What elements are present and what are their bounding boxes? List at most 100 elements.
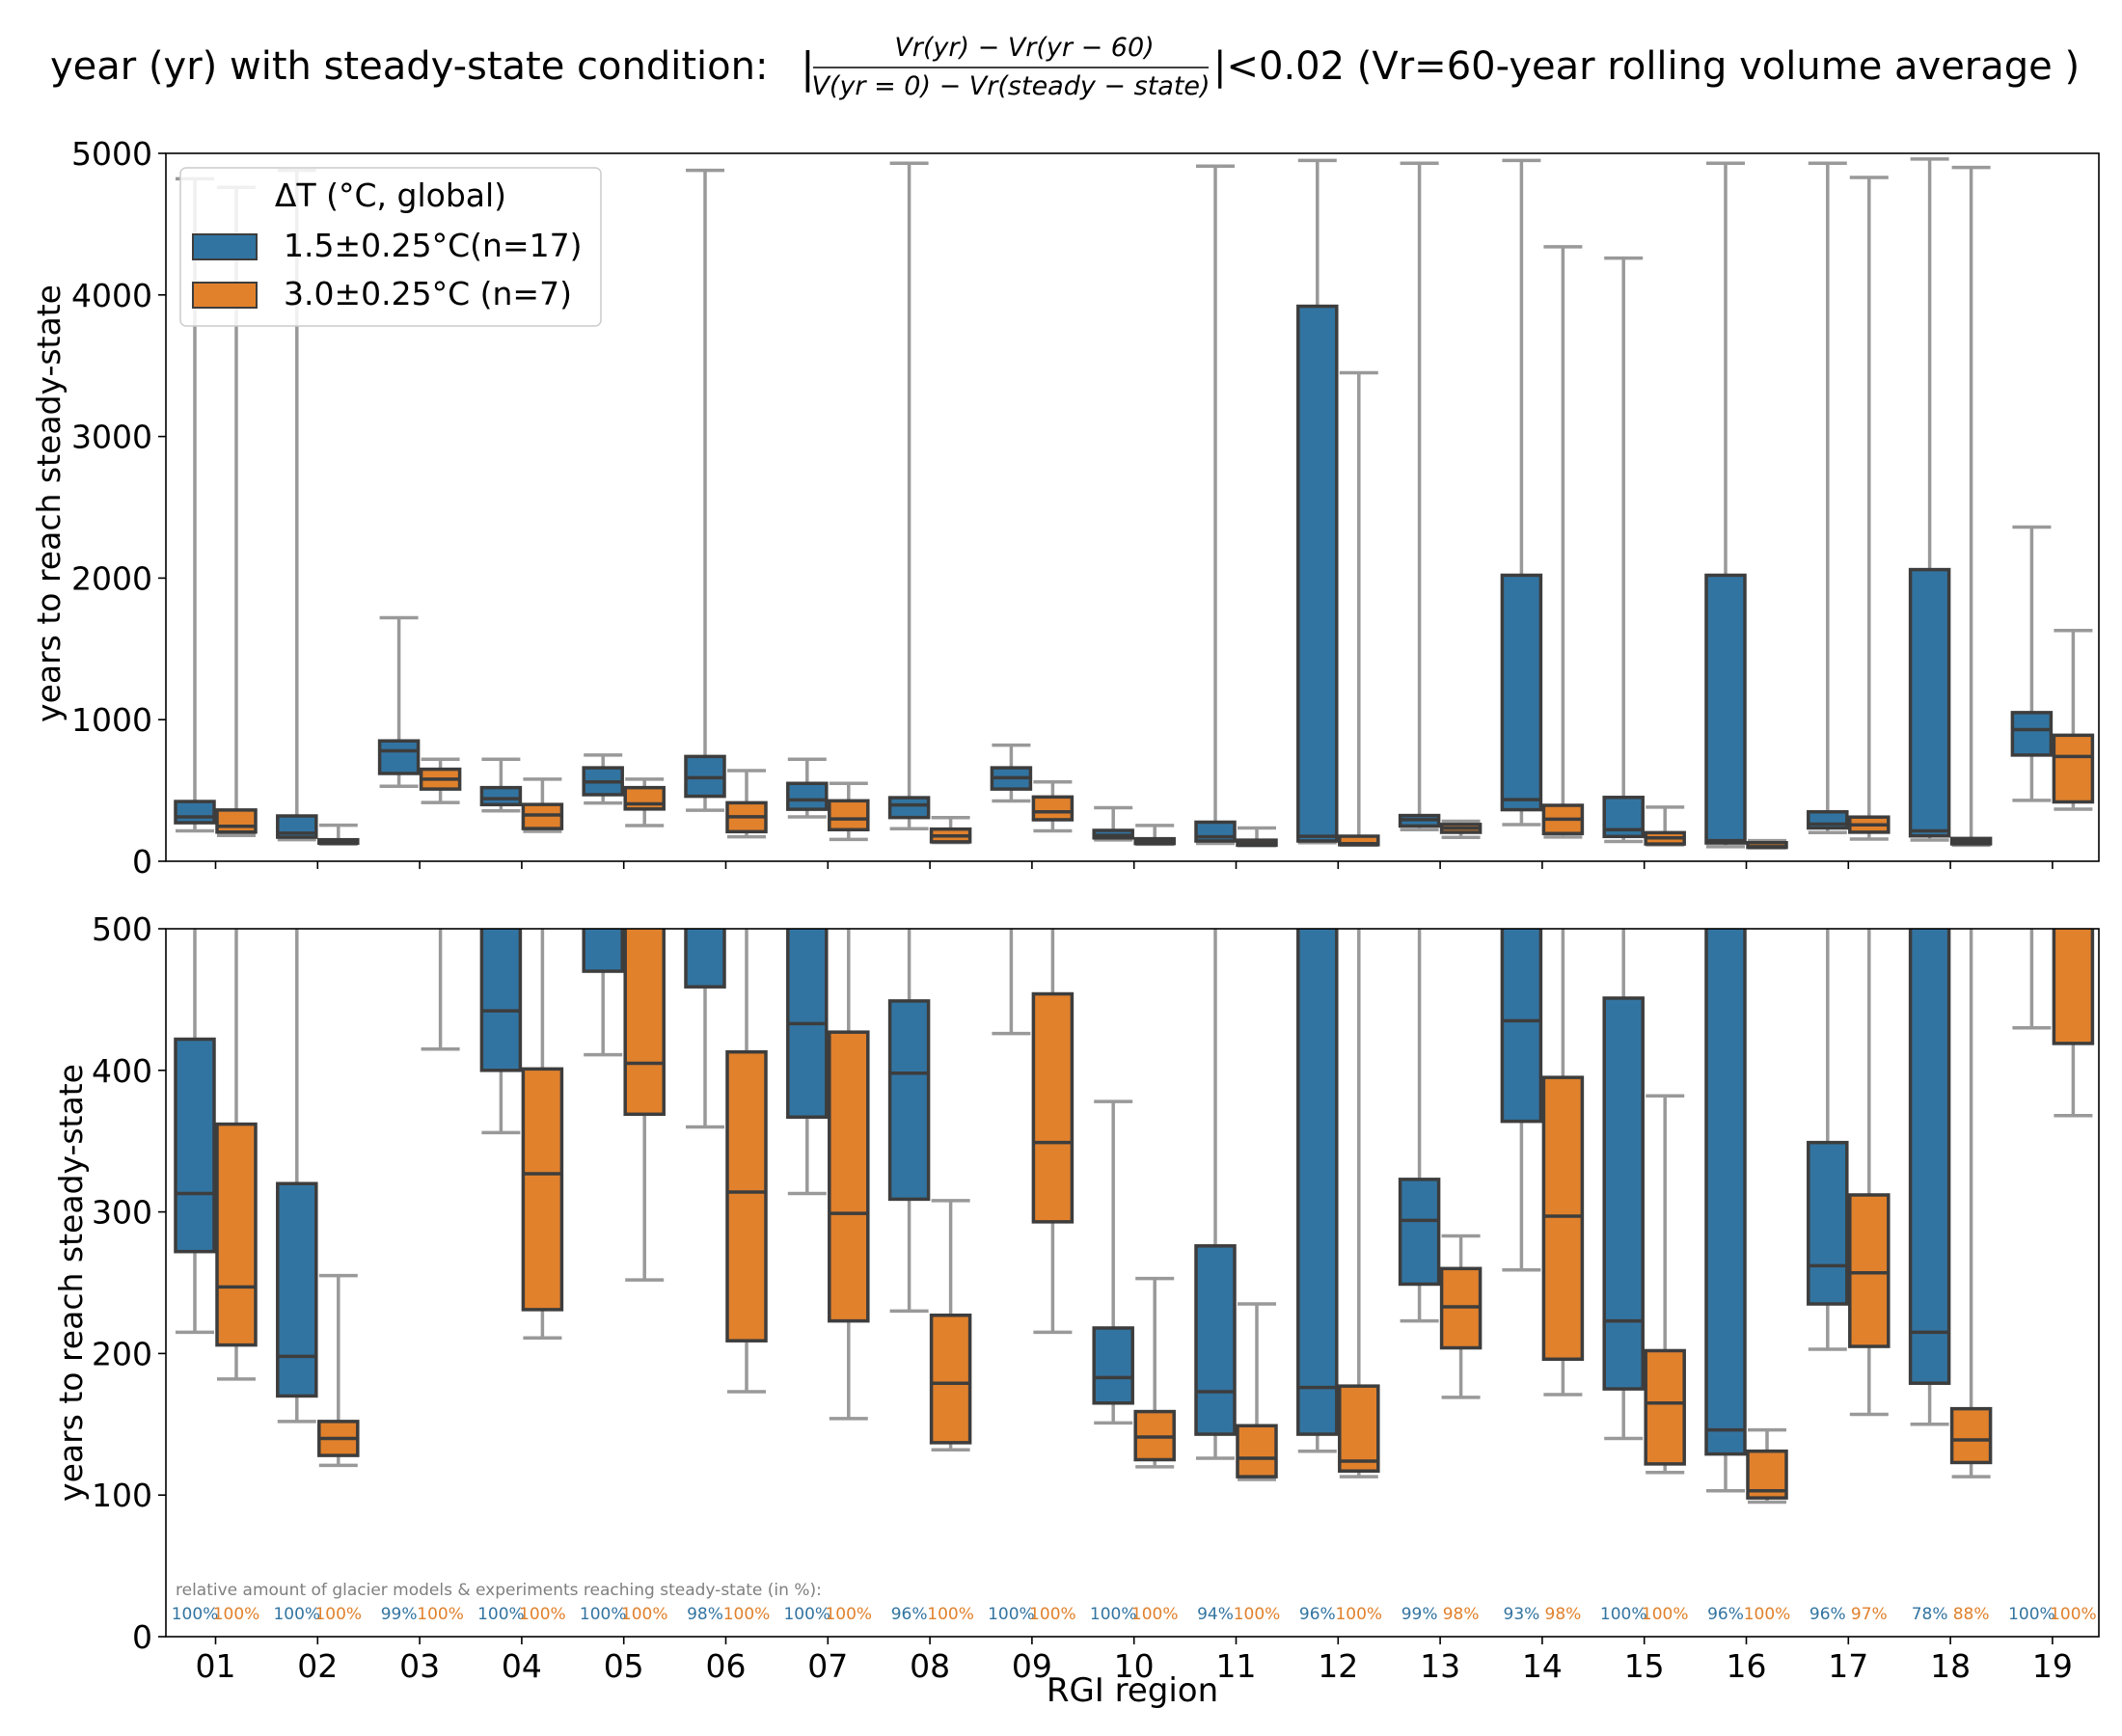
box-iqr xyxy=(582,929,624,973)
box-iqr xyxy=(1092,1326,1134,1405)
box-3.0-region-16 xyxy=(1746,1427,1788,1505)
box-3.0-region-14 xyxy=(1541,245,1585,839)
box-iqr xyxy=(1031,795,1075,822)
box-1.5-region-17 xyxy=(1807,929,1849,1351)
box-1.5-region-02 xyxy=(276,929,318,1424)
box-1.5-region-05 xyxy=(582,929,624,1057)
title-suffix: |<0.02 (Vr=60-year rolling volume averag… xyxy=(1213,44,2080,89)
box-1.5-region-12 xyxy=(1296,929,1339,1453)
percent-label: 100% xyxy=(723,1605,771,1624)
box-1.5-region-13 xyxy=(1398,929,1441,1323)
box-iqr xyxy=(2052,733,2095,804)
box-iqr xyxy=(479,785,523,807)
box-iqr xyxy=(1296,304,1339,843)
box-3.0-region-04 xyxy=(521,929,564,1341)
box-iqr xyxy=(1848,1193,1891,1348)
box-iqr xyxy=(725,1049,768,1343)
box-3.0-region-16 xyxy=(1746,838,1788,850)
box-1.5-region-10 xyxy=(1092,1099,1134,1425)
box-iqr xyxy=(1031,991,1075,1224)
x-tick-label: 06 xyxy=(706,1647,747,1685)
box-3.0-region-01 xyxy=(215,929,258,1381)
box-3.0-region-08 xyxy=(929,816,972,845)
box-1.5-region-13 xyxy=(1398,161,1441,832)
y-tick-label: 500 xyxy=(92,910,152,948)
box-iqr xyxy=(1500,929,1543,1124)
box-3.0-region-14 xyxy=(1541,929,1585,1397)
percent-label: 100% xyxy=(417,1605,464,1624)
box-3.0-region-11 xyxy=(1236,1302,1278,1481)
x-tick-label: 05 xyxy=(604,1647,644,1685)
percent-label: 100% xyxy=(927,1605,974,1624)
x-tick-label: 11 xyxy=(1216,1647,1257,1685)
box-3.0-region-08 xyxy=(929,1199,972,1451)
box-1.5-region-03 xyxy=(377,615,421,788)
box-1.5-region-14 xyxy=(1500,929,1543,1272)
box-1.5-region-11 xyxy=(1194,929,1237,1460)
box-iqr xyxy=(623,929,666,1117)
box-1.5-region-08 xyxy=(887,161,931,830)
legend-swatch-a xyxy=(192,233,258,260)
box-1.5-region-07 xyxy=(786,757,829,819)
box-iqr xyxy=(1541,1075,1585,1362)
percent-label: 100% xyxy=(477,1605,525,1624)
x-tick-label: 18 xyxy=(1930,1647,1971,1685)
title-abs-open: | xyxy=(801,43,815,93)
y-tick-label: 2000 xyxy=(71,559,152,597)
y-axis-label-bottom: years to reach steady-state xyxy=(52,1064,90,1502)
box-1.5-region-16 xyxy=(1704,929,1747,1493)
percent-label: 96% xyxy=(891,1605,928,1624)
box-iqr xyxy=(828,799,870,832)
percent-label: 100% xyxy=(2008,1605,2055,1624)
percent-label: 100% xyxy=(783,1605,830,1624)
box-iqr xyxy=(1338,1384,1380,1473)
box-iqr xyxy=(684,929,726,989)
percent-label: 99% xyxy=(1401,1605,1438,1624)
figure-title: year (yr) with steady-state condition: |… xyxy=(50,33,2080,101)
box-iqr xyxy=(887,999,931,1202)
y-tick-label: 0 xyxy=(132,1618,152,1656)
bottom-plot-area xyxy=(174,929,2095,1505)
percent-label: 100% xyxy=(1744,1605,1791,1624)
percent-label: 100% xyxy=(621,1605,668,1624)
box-1.5-region-14 xyxy=(1500,158,1543,827)
box-1.5-region-01 xyxy=(174,929,216,1335)
box-3.0-region-17 xyxy=(1848,176,1891,841)
bottom-axes-frame xyxy=(165,928,2100,1638)
box-iqr xyxy=(1908,567,1951,838)
percent-label: 78% xyxy=(1912,1605,1948,1624)
y-tick-label: 400 xyxy=(92,1052,152,1090)
percent-label: 100% xyxy=(2050,1605,2097,1624)
legend-swatch-b xyxy=(192,282,258,309)
box-3.0-region-15 xyxy=(1644,1094,1686,1475)
legend-title: ΔT (°C, global) xyxy=(275,176,506,214)
legend: ΔT (°C, global) 1.5±0.25°C(n=17) 3.0±0.2… xyxy=(179,167,602,327)
percent-label: 100% xyxy=(825,1605,872,1624)
x-tick-label: 01 xyxy=(196,1647,236,1685)
box-1.5-region-16 xyxy=(1704,161,1747,849)
box-iqr xyxy=(2010,711,2054,757)
box-3.0-region-05 xyxy=(623,929,666,1282)
y-tick-label: 300 xyxy=(92,1194,152,1232)
y-tick-label: 0 xyxy=(132,843,152,881)
box-iqr xyxy=(1296,929,1339,1436)
box-iqr xyxy=(1398,1178,1441,1287)
box-iqr xyxy=(1704,929,1747,1456)
box-iqr xyxy=(786,781,829,811)
percent-label: 100% xyxy=(1029,1605,1076,1624)
box-iqr xyxy=(786,929,829,1119)
box-iqr xyxy=(828,1030,870,1323)
x-tick-label: 12 xyxy=(1318,1647,1358,1685)
box-1.5-region-17 xyxy=(1807,161,1849,834)
top-panel: 0 1000 2000 3000 4000 5000 xyxy=(71,135,2100,881)
box-3.0-region-19 xyxy=(2052,929,2095,1118)
percent-label: 100% xyxy=(1234,1605,1281,1624)
percent-label: 98% xyxy=(1545,1605,1582,1624)
percent-label: 98% xyxy=(687,1605,723,1624)
x-tick-label: 10 xyxy=(1114,1647,1155,1685)
box-3.0-region-03 xyxy=(419,757,462,804)
box-3.0-region-09 xyxy=(1031,929,1075,1335)
x-tick-label: 19 xyxy=(2032,1647,2073,1685)
box-iqr xyxy=(1194,1244,1237,1436)
box-iqr xyxy=(521,1067,564,1312)
